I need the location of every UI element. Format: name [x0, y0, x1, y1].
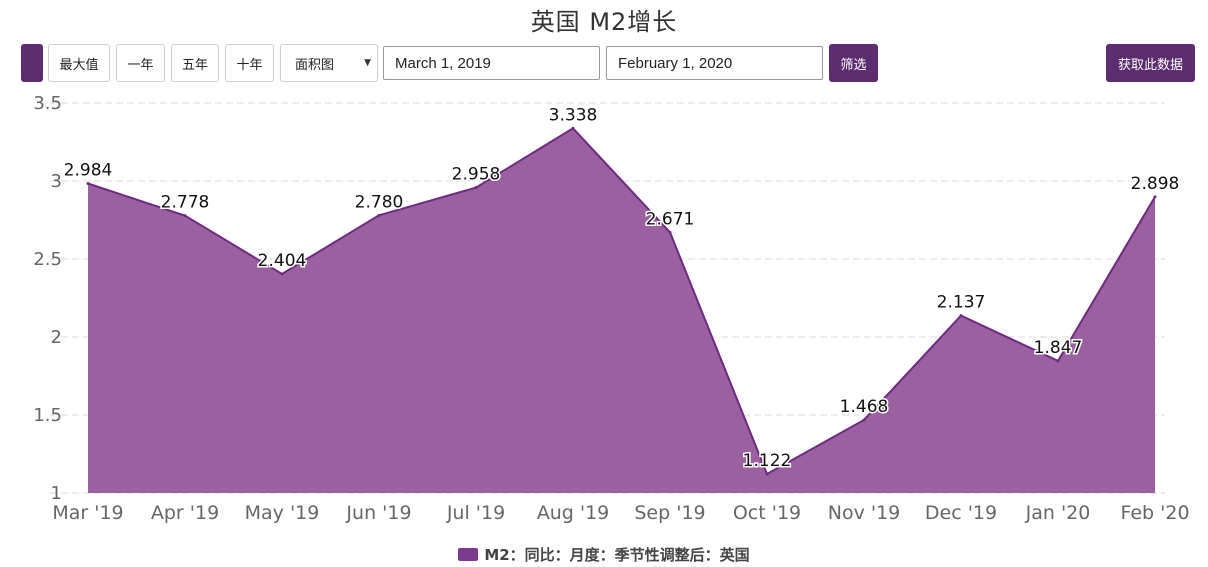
max-range-button[interactable]: 最大值 — [48, 44, 110, 82]
legend[interactable]: M2：同比：月度：季节性调整后：英国 — [0, 544, 1208, 565]
data-point[interactable] — [862, 418, 866, 422]
data-label: 2.898 — [1131, 174, 1180, 194]
x-tick-label: Jul '19 — [446, 502, 505, 524]
x-tick-label: Apr '19 — [151, 502, 219, 524]
filter-button[interactable]: 筛选 — [829, 44, 878, 82]
area-fill — [88, 128, 1155, 493]
one-year-button[interactable]: 一年 — [116, 44, 165, 82]
toolbar-toggle-button[interactable] — [21, 44, 43, 82]
data-point[interactable] — [959, 314, 963, 318]
x-tick-label: Feb '20 — [1120, 502, 1189, 524]
x-tick-label: May '19 — [245, 502, 320, 524]
series-line — [87, 126, 1156, 476]
data-point[interactable] — [571, 126, 575, 130]
data-label: 3.338 — [549, 105, 598, 125]
data-point[interactable] — [280, 272, 284, 276]
data-label: 2.137 — [937, 293, 986, 313]
area-series — [86, 126, 1157, 493]
data-label: 2.958 — [452, 165, 501, 185]
y-tick-label: 3 — [51, 171, 62, 192]
chart-type-select[interactable]: 面积图 ▼ — [280, 44, 378, 82]
data-label: 2.780 — [355, 192, 404, 212]
end-date-input[interactable]: February 1, 2020 — [606, 46, 823, 80]
y-tick-label: 2 — [51, 327, 62, 348]
ten-year-button[interactable]: 十年 — [225, 44, 274, 82]
data-point[interactable] — [183, 214, 187, 218]
x-tick-label: Nov '19 — [828, 502, 901, 524]
x-tick-label: Dec '19 — [925, 502, 997, 524]
triangle-down-icon: ▼ — [364, 58, 371, 68]
data-label: 1.468 — [840, 397, 889, 417]
data-labels: 2.984 2.778 2.404 2.780 2.958 3.338 2.671 1.122… — [62, 104, 1181, 473]
x-tick-label: Jan '20 — [1025, 502, 1091, 524]
data-label: 1.122 — [743, 451, 792, 471]
y-tick-label: 3.5 — [33, 93, 62, 114]
legend-label: M2：同比：月度：季节性调整后：英国 — [484, 546, 750, 564]
data-label: 2.984 — [64, 160, 113, 180]
y-tick-label: 1.5 — [33, 405, 62, 426]
toolbar: 最大值 一年 五年 十年 面积图 ▼ March 1, 2019 Februar… — [0, 44, 1208, 84]
x-tick-label: Jun '19 — [345, 502, 411, 524]
data-point[interactable] — [86, 181, 90, 185]
x-tick-label: Sep '19 — [634, 502, 705, 524]
data-point[interactable] — [668, 230, 672, 234]
chart-type-value: 面积图 — [295, 57, 335, 73]
get-data-button[interactable]: 获取此数据 — [1106, 44, 1195, 82]
x-tick-label: Oct '19 — [733, 502, 801, 524]
axes: 1 1.5 2 2.5 3 3.5 Mar '19 Apr '19 May '19 Jun '19… — [33, 93, 1189, 524]
data-point[interactable] — [1056, 359, 1060, 363]
data-point[interactable] — [1153, 195, 1157, 199]
five-year-button[interactable]: 五年 — [171, 44, 219, 82]
x-tick-label: Aug '19 — [537, 502, 610, 524]
data-point[interactable] — [474, 186, 478, 190]
data-point[interactable] — [765, 472, 769, 476]
start-date-input[interactable]: March 1, 2019 — [383, 46, 600, 80]
data-label: 2.778 — [161, 193, 210, 213]
y-tick-label: 1 — [51, 483, 62, 504]
data-label: 2.671 — [646, 209, 695, 229]
data-label: 2.404 — [258, 251, 307, 271]
y-tick-label: 2.5 — [33, 249, 62, 270]
x-tick-label: Mar '19 — [52, 502, 123, 524]
legend-swatch — [458, 548, 479, 561]
data-point[interactable] — [377, 213, 381, 217]
chart-title: 英国 M2增长 — [530, 8, 678, 36]
data-label: 1.847 — [1034, 338, 1083, 358]
